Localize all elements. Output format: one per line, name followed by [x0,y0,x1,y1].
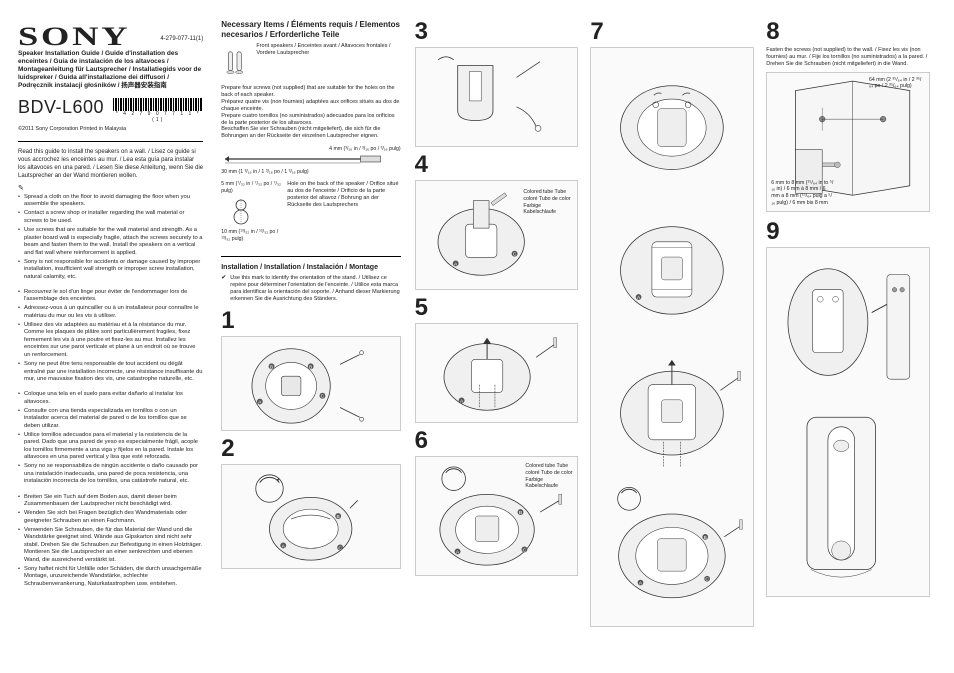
list-item: Sony ne peut être tenu responsable de to… [18,361,203,384]
step-6-figure: A B C Colored tube Tube coloré Tubo de c… [415,456,579,576]
dim-30mm: 30 mm (1 ³/₁₆ in / 1 ³/₁₆ po / 1 ³/₁₆ pu… [221,169,400,176]
list-item: Wenden Sie sich bei Fragen bezüglich des… [18,510,203,525]
list-item: Verwenden Sie Schrauben, die für das Mat… [18,527,203,565]
list-item: Sony is not responsible for accidents or… [18,259,203,282]
installation-title: Installation / Installation / Instalació… [221,263,400,272]
list-item: Use screws that are suitable for the wal… [18,227,203,257]
dim-5mm: 5 mm (⁷/₃₂ in / ⁷/₃₂ po / ⁷/₃₂ pulg) [221,181,281,195]
svg-text:C: C [321,394,325,400]
front-speakers-label: Front speakers / Enceintes avant / Altav… [256,43,400,57]
step-number-2: 2 [221,437,400,461]
page: SONY 4-279-077-11(1) Speaker Installatio… [0,0,954,673]
hole-svg [221,195,261,225]
dim-4mm: 4 mm (³/₁₆ in / ³/₁₆ po / ³/₁₆ pulg) [221,146,400,153]
divider [18,141,203,142]
svg-text:B: B [704,535,707,541]
list-item: Adressez-vous à un quincailler ou à un i… [18,305,203,320]
step-number-6: 6 [415,429,579,453]
dim-64mm: 64 mm (2 ³⁵/₆₄ in / 2 ³⁵/₆₄ po / 2 ³⁵/₆₄… [869,77,925,91]
prepare-es: Prepare cuatro tornillos (no suministrad… [221,113,400,127]
step-number-4: 4 [415,153,579,177]
prepare-fr: Préparez quatre vis (non fournies) adapt… [221,99,400,113]
column-4: 7 A [584,20,760,653]
step-8-figure: 6 mm to 8 mm (¹⁵/₆₄ in to ⁵/₁₆ in) / 6 m… [766,72,930,212]
step-2-figure: A B C [221,464,400,569]
divider [221,256,400,257]
barcode-digits: * 4 2 7 9 0 7 7 1 1 * (1) [113,111,203,124]
list-item: Spread a cloth on the floor to avoid dam… [18,194,203,209]
column-left: SONY 4-279-077-11(1) Speaker Installatio… [18,20,213,653]
list-item: Utilisez des vis adaptées au matériau et… [18,322,203,360]
step1-svg: B B A C [222,337,399,430]
notes-fr: Recouvrez le sol d'un linge pour éviter … [18,289,203,385]
notes-es: Coloque una tela en el suelo para evitar… [18,391,203,487]
brand-logo: SONY [18,20,277,54]
svg-text:B: B [309,364,312,370]
step-number-5: 5 [415,296,579,320]
hole-note: Hole on the back of the speaker / Orific… [287,181,400,242]
svg-text:B: B [337,514,340,520]
prepare-de: Beschaffen Sie vier Schrauben (nicht mit… [221,126,400,140]
step-1-figure: B B A C [221,336,400,431]
tip-icon: ✔ [221,275,226,303]
step-5-figure: A [415,323,579,423]
step-number-7: 7 [590,20,754,44]
tip-row: ✔ Use this mark to identify the orientat… [221,275,400,303]
list-item: Utilice tornillos adecuados para el mate… [18,432,203,462]
list-item: Sony no se responsabiliza de ningún acci… [18,463,203,486]
step5-svg: A [416,324,578,422]
step7-svg: A A B C [591,48,753,626]
list-item: Breiten Sie ein Tuch auf dem Boden aus, … [18,494,203,509]
svg-text:C: C [522,547,526,553]
colored-tube-label-6: Colored tube Tube coloré Tubo de color F… [525,463,573,490]
notes-en: Spread a cloth on the floor to avoid dam… [18,194,203,283]
list-item: Consulte con una tienda especializada en… [18,408,203,431]
step-7-figure: A A B C [590,47,754,627]
guide-title: Speaker Installation Guide / Guide d'ins… [18,50,203,91]
list-item: Recouvrez le sol d'un linge pour éviter … [18,289,203,304]
column-5: 8 Fasten the screws (not supplied) to th… [760,20,936,653]
list-item: Coloque una tela en el suelo para evitar… [18,391,203,406]
step8-text: Fasten the screws (not supplied) to the … [766,47,930,68]
model-number: BDV-L600 [18,96,104,119]
barcode: * 4 2 7 9 0 7 7 1 1 * (1) [113,98,203,118]
step3-svg [416,48,578,146]
svg-text:C: C [339,545,343,551]
step2-svg: A B C [222,465,399,568]
screw-svg [221,153,400,165]
svg-text:C: C [512,252,516,258]
step-4-figure: A C Colored tube Tube coloré Tubo de col… [415,180,579,290]
column-3: 3 4 A C Colored tube Tube coloré Tubo de [409,20,585,653]
screw-diagram: 4 mm (³/₁₆ in / ³/₁₆ po / ³/₁₆ pulg) 30 … [221,146,400,175]
model-row: BDV-L600 * 4 2 7 9 0 7 7 1 1 * (1) [18,96,203,119]
list-item: Sony haftet nicht für Unfälle oder Schäd… [18,566,203,589]
svg-text:B: B [270,364,273,370]
note-icon [18,184,203,194]
dim-10mm: 10 mm (¹³/₃₂ in / ¹³/₃₂ po / ¹³/₃₂ pulg) [221,229,281,243]
column-2: Necessary Items / Éléments requis / Elem… [213,20,408,653]
notes-de: Breiten Sie ein Tuch auf dem Boden aus, … [18,494,203,590]
svg-text:C: C [706,577,710,583]
step-number-9: 9 [766,220,930,244]
colored-tube-label-4: Colored tube Tube coloré Tubo de color F… [523,189,573,216]
step9-svg [767,248,929,596]
step-number-8: 8 [766,20,930,44]
intro-text: Read this guide to install the speakers … [18,148,203,180]
dim-6to8: 6 mm to 8 mm (¹⁵/₆₄ in to ⁵/₁₆ in) / 6 m… [771,180,835,207]
step-3-figure [415,47,579,147]
copyright: ©2011 Sony Corporation Printed in Malays… [18,126,203,133]
step-9-figure [766,247,930,597]
step-number-3: 3 [415,20,579,44]
prepare-en: Prepare four screws (not supplied) that … [221,85,400,99]
hole-diagram-row: 5 mm (⁷/₃₂ in / ⁷/₃₂ po / ⁷/₃₂ pulg) 10 … [221,181,400,242]
tip-text: Use this mark to identify the orientatio… [230,275,400,303]
list-item: Contact a screw shop or installer regard… [18,210,203,225]
step-number-1: 1 [221,309,400,333]
